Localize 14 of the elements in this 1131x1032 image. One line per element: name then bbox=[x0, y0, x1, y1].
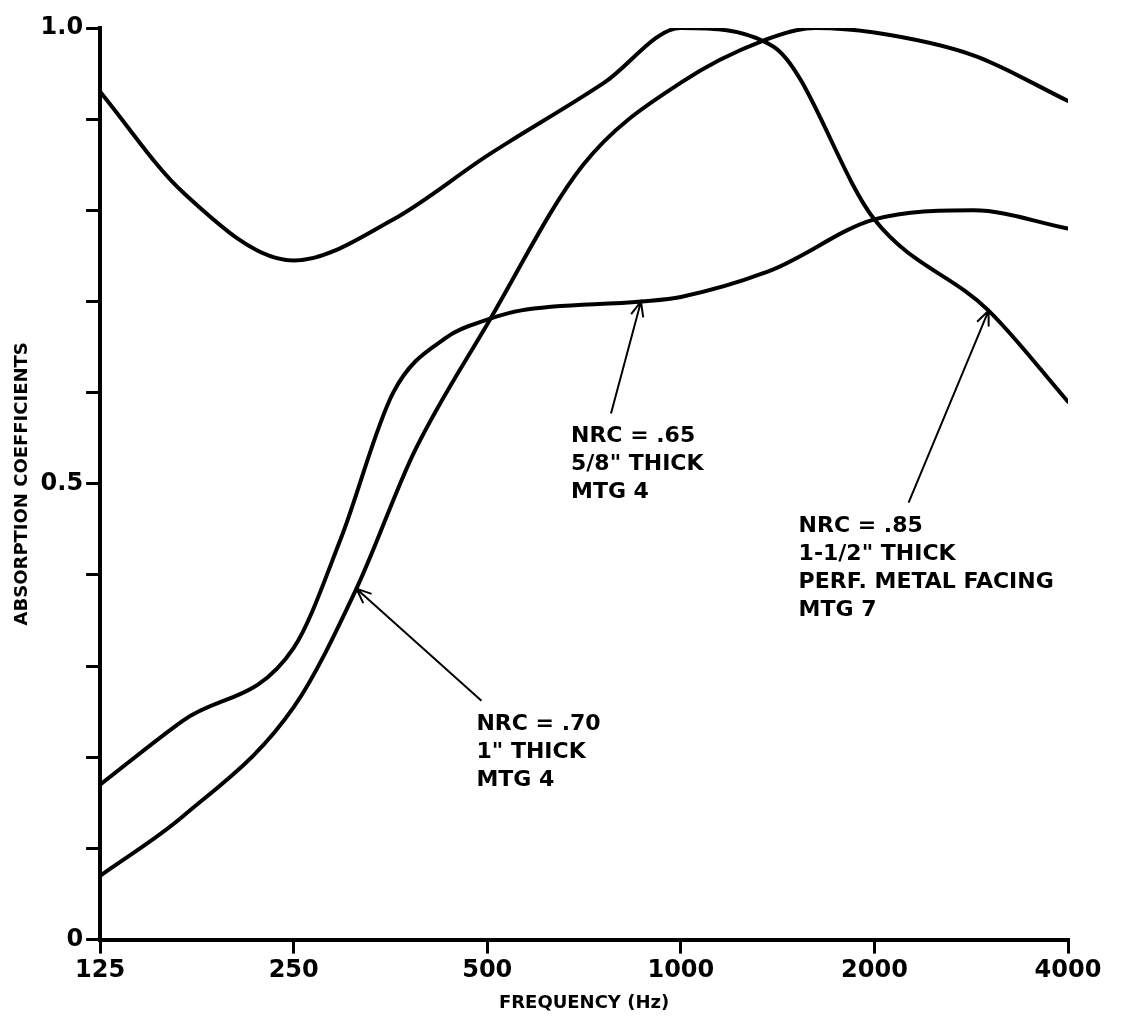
x-tick-label: 4000 bbox=[1034, 955, 1102, 984]
y-tick-label: 1.0 bbox=[40, 12, 84, 41]
x-tick-label: 500 bbox=[462, 955, 513, 984]
x-axis-title: FREQUENCY (Hz) bbox=[498, 990, 670, 1012]
annotation: NRC = .85 1-1/2" THICK PERF. METAL FACING MTG 7 bbox=[798, 510, 1054, 623]
x-tick-label: 125 bbox=[75, 955, 126, 984]
y-tick-label: 0.5 bbox=[40, 468, 84, 497]
annotation: NRC = .70 1" THICK MTG 4 bbox=[476, 708, 601, 793]
x-tick-label: 1000 bbox=[647, 955, 715, 984]
y-tick-label: 0 bbox=[66, 923, 84, 952]
annotation: NRC = .65 5/8" THICK MTG 4 bbox=[570, 421, 704, 506]
y-axis-title: ABSORPTION COEFFICIENTS bbox=[10, 342, 32, 626]
x-tick-label: 2000 bbox=[841, 955, 908, 984]
x-tick-label: 250 bbox=[268, 955, 319, 984]
